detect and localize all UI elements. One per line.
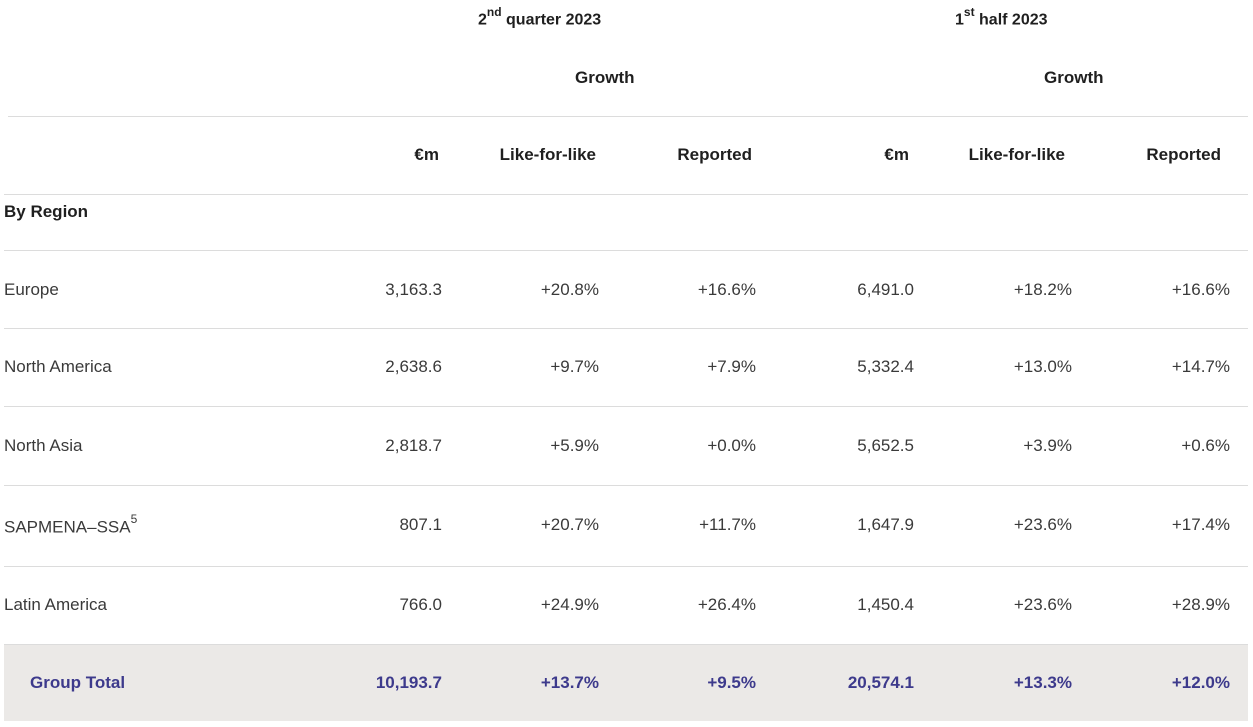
column-header-4: Like-for-like [968,145,1065,164]
row-value: 807.1 [399,515,442,534]
group-total-value: +13.7% [540,673,599,692]
row-value: +5.9% [550,436,599,455]
row-value: 766.0 [399,595,442,614]
section-label: By Region [4,202,89,221]
period-number: 2 [478,11,487,29]
row-value: +23.6% [1013,595,1072,614]
group-total-value: 10,193.7 [375,673,442,692]
row-value: 5,652.5 [857,436,914,455]
row-label: North America [4,357,112,376]
period-number: 1 [955,11,964,29]
row-value: 1,647.9 [857,515,914,534]
row-value: +13.0% [1013,357,1072,376]
column-header-1: Like-for-like [499,145,596,164]
period-suffix: nd [486,5,502,19]
period-text: quarter 2023 [501,11,602,29]
row-value: +9.7% [550,357,599,376]
row-divider [4,485,1248,486]
row-value: +23.6% [1013,515,1072,534]
row-value: 2,818.7 [385,436,442,455]
header-divider [8,116,1248,117]
column-header-3: €m [884,145,909,164]
row-label: Latin America [4,595,107,614]
row-value: +16.6% [1171,280,1230,299]
row-value: +20.8% [540,280,599,299]
row-value: 6,491.0 [857,280,914,299]
group-total-value: +13.3% [1013,673,1072,692]
row-value: +16.6% [697,280,756,299]
row-label: Europe [4,280,59,299]
column-header-0: €m [414,145,439,164]
growth-header-q2: Growth [575,68,635,87]
row-value: 2,638.6 [385,357,442,376]
row-value: 3,163.3 [385,280,442,299]
row-label: North Asia [4,436,83,455]
row-value: +28.9% [1171,595,1230,614]
column-header-2: Reported [677,145,752,164]
row-value: +26.4% [697,595,756,614]
footnote-marker: 5 [130,512,138,526]
row-value: +24.9% [540,595,599,614]
row-value: +18.2% [1013,280,1072,299]
column-divider [4,194,1248,195]
row-value: +0.0% [707,436,756,455]
row-divider [4,328,1248,329]
growth-header-h1: Growth [1044,68,1104,87]
row-label: SAPMENA–SSA5 [4,512,138,537]
row-divider [4,566,1248,567]
section-divider [4,250,1248,251]
row-value: +17.4% [1171,515,1230,534]
group-total-row [4,645,1248,721]
row-value: 5,332.4 [857,357,914,376]
period-header-h1: 1st half 2023 [955,5,1048,29]
group-total-value: +12.0% [1171,673,1230,692]
row-value: 1,450.4 [857,595,914,614]
period-header-q2: 2nd quarter 2023 [478,5,602,29]
row-divider [4,406,1248,407]
period-text: half 2023 [974,11,1048,29]
group-total-value: +9.5% [707,673,756,692]
period-suffix: st [963,5,975,19]
group-total-label: Group Total [30,673,126,692]
row-divider [4,644,1248,645]
group-total-value: 20,574.1 [847,673,914,692]
column-header-5: Reported [1146,145,1221,164]
row-value: +14.7% [1171,357,1230,376]
row-value: +3.9% [1023,436,1072,455]
row-value: +7.9% [707,357,756,376]
row-value: +0.6% [1181,436,1230,455]
row-value: +11.7% [699,515,756,534]
row-value: +20.7% [540,515,599,534]
